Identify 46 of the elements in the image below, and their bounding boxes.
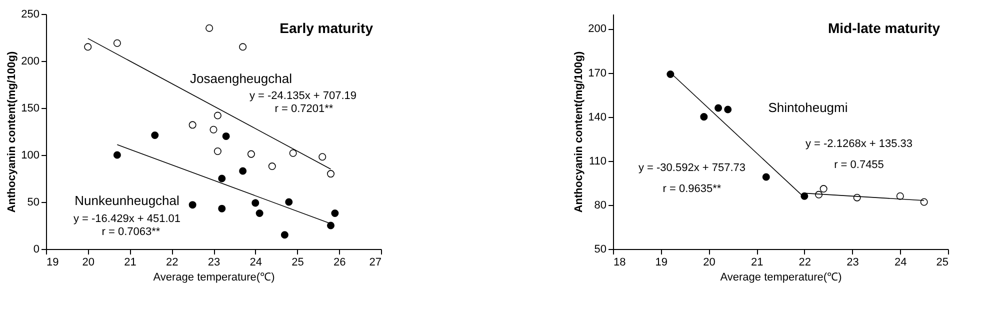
y-tick-label: 170 bbox=[588, 67, 606, 80]
x-tick-label: 26 bbox=[334, 256, 346, 268]
y-tick-label: 200 bbox=[21, 56, 40, 68]
y-tick-label: 0 bbox=[33, 244, 40, 256]
x-tick-label: 25 bbox=[936, 256, 948, 268]
annotation: y = -2.1268x + 135.33 bbox=[805, 138, 913, 150]
x-tick-label: 20 bbox=[82, 256, 94, 268]
x-tick-label: 21 bbox=[124, 256, 136, 268]
x-tick-label: 24 bbox=[894, 256, 907, 268]
y-tick-label: 50 bbox=[594, 244, 606, 256]
annotation: Josaengheugchal bbox=[190, 71, 292, 86]
x-axis-title: Average temperature(℃) bbox=[153, 272, 275, 284]
y-tick-label: 150 bbox=[21, 102, 40, 114]
annotation: r = 0.7063** bbox=[102, 226, 161, 238]
y-axis-title: Anthocyanin content(mg/100g) bbox=[573, 50, 586, 213]
x-tick-label: 22 bbox=[166, 256, 178, 268]
x-axis-title: Average temperature(℃) bbox=[720, 272, 842, 284]
x-tick-label: 24 bbox=[250, 256, 262, 268]
annotation: Nunkeunheugchal bbox=[74, 193, 180, 208]
annotation: y = -30.592x + 757.73 bbox=[638, 162, 746, 174]
annotation: r = 0.7455 bbox=[834, 159, 884, 171]
y-tick-label: 250 bbox=[21, 8, 40, 20]
x-tick-label: 19 bbox=[46, 256, 59, 268]
y-axis-title: Anthocyanin content(mg/100g) bbox=[6, 50, 18, 213]
x-tick-label: 18 bbox=[614, 256, 626, 268]
x-tick-label: 19 bbox=[655, 256, 668, 268]
y-tick-label: 50 bbox=[27, 196, 40, 208]
x-tick-label: 21 bbox=[750, 256, 764, 268]
x-tick-label: 23 bbox=[208, 256, 220, 268]
x-tick-label: 23 bbox=[846, 256, 859, 268]
x-tick-label: 22 bbox=[798, 256, 812, 268]
x-tick-label: 20 bbox=[703, 256, 716, 268]
y-tick-label: 100 bbox=[21, 150, 40, 162]
chart-title: Mid-late maturity bbox=[828, 20, 940, 36]
y-tick-label: 200 bbox=[588, 23, 606, 36]
annotation: r = 0.9635** bbox=[662, 183, 722, 195]
annotation: y = -16.429x + 451.01 bbox=[73, 213, 181, 225]
chart-title: Early maturity bbox=[280, 20, 374, 36]
annotation: Shintoheugmi bbox=[768, 100, 848, 115]
x-tick-label: 25 bbox=[292, 256, 304, 268]
annotation: r = 0.7201** bbox=[274, 103, 334, 115]
y-tick-label: 110 bbox=[588, 155, 606, 168]
y-tick-label: 80 bbox=[594, 199, 606, 212]
y-tick-label: 140 bbox=[588, 111, 606, 124]
x-tick-label: 27 bbox=[369, 256, 382, 268]
annotation: y = -24.135x + 707.19 bbox=[249, 90, 357, 102]
